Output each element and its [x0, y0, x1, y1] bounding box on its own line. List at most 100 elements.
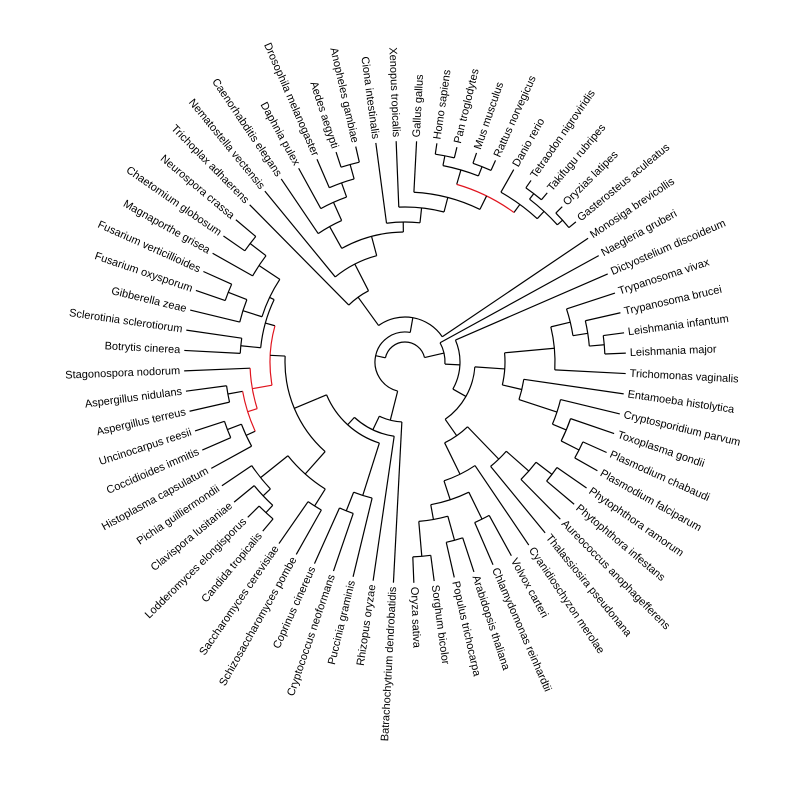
leaf-label-1: Rhizopus oryzae: [355, 584, 379, 667]
tree-branch-48: [224, 283, 233, 301]
tree-branch-95: [442, 155, 446, 166]
tree-branch-104: [540, 192, 548, 201]
tree-branch-80: [355, 146, 360, 163]
tree-branch-32: [189, 401, 230, 412]
tree-branch-1: [372, 436, 395, 581]
tree-branch-136: [566, 292, 616, 310]
tree-branch-133: [375, 355, 386, 359]
tree-branch-177: [474, 514, 490, 524]
tree-branch-200: [424, 352, 445, 359]
tree-branch-47: [203, 270, 232, 285]
tree-branch-159: [518, 398, 558, 413]
tree-branch-139: [604, 352, 626, 355]
tree-branch-19: [278, 501, 309, 544]
tree-branch-132: [374, 331, 411, 392]
tree-branch-118: [443, 197, 449, 213]
tree-branch-20: [295, 509, 322, 555]
tree-branch-151: [570, 418, 615, 435]
tree-branch-10: [233, 485, 255, 503]
tree-branch-137: [585, 312, 621, 322]
tree-branch-86: [332, 202, 343, 221]
tree-branch-168: [520, 478, 561, 520]
tree-branch-8: [362, 442, 380, 496]
tree-branch-38: [184, 367, 251, 372]
tree-branch-82: [349, 164, 355, 180]
tree-branch-37: [247, 408, 258, 413]
tree-branch-164: [556, 466, 587, 489]
leaf-label-32: Ciona intestinalis: [358, 56, 381, 141]
tree-branch-161: [502, 384, 522, 391]
tree-branch-44: [240, 345, 261, 349]
tree-branch-40: [252, 384, 273, 390]
tree-branch-57: [252, 255, 267, 277]
tree-branch-2: [352, 497, 373, 577]
tree-branch-184: [412, 556, 415, 583]
tree-branch-62: [265, 322, 276, 327]
tree-branch-114: [513, 204, 521, 213]
leaf-label-17: Botrytis cinerea: [104, 340, 181, 356]
tree-branch-183: [430, 555, 435, 582]
tree-branch-198: [444, 363, 460, 366]
tree-branch-167: [535, 461, 553, 475]
tree-branch-194: [444, 418, 458, 437]
tree-branch-31: [245, 430, 256, 436]
tree-branch-77: [298, 167, 322, 209]
tree-branch-128: [357, 296, 380, 326]
tree-branch-56: [249, 243, 267, 257]
tree-branch-90: [395, 141, 400, 208]
tree-branch-65: [284, 356, 326, 453]
tree-branch-106: [529, 193, 535, 200]
tree-branch-97: [490, 160, 497, 171]
tree-branch-18: [260, 455, 289, 479]
tree-branch-126: [354, 263, 370, 292]
tree-branch-22: [314, 488, 326, 507]
tree-branch-150: [560, 399, 620, 415]
tree-branch-49: [228, 291, 248, 301]
leaf-label-49: Leishmania infantum: [627, 313, 729, 338]
tree-branch-172: [490, 450, 507, 467]
tree-branch-73: [389, 390, 399, 421]
tree-branch-54: [235, 219, 257, 237]
tree-branch-16: [262, 488, 271, 497]
tree-branch-93: [453, 147, 458, 159]
tree-branch-165: [546, 480, 575, 505]
tree-branch-27: [194, 420, 225, 432]
tree-branch-79: [335, 151, 342, 168]
tree-branch-157: [552, 423, 567, 431]
tree-branch-42: [186, 329, 242, 339]
tree-branch-111: [529, 198, 558, 226]
tree-branch-64: [270, 354, 286, 357]
tree-branch-14: [265, 504, 274, 514]
tree-branch-127: [348, 290, 369, 306]
leaf-label-52: Entamoeba histolytica: [627, 389, 736, 417]
tree-branch-166: [546, 467, 558, 482]
tree-branch-29: [227, 423, 242, 431]
tree-branch-51: [242, 310, 263, 318]
tree-branch-156: [560, 418, 572, 442]
tree-branch-15: [253, 485, 274, 506]
tree-branch-154: [574, 441, 584, 459]
leaf-label-67: Oryza sativa: [408, 587, 422, 649]
tree-branch-33: [185, 385, 227, 392]
tree-branch-91: [413, 141, 418, 193]
tree-branch-187: [418, 515, 449, 523]
tree-branch-141: [589, 344, 605, 347]
tree-branch-124: [370, 236, 378, 256]
tree-branch-101: [456, 169, 462, 185]
tree-branch-6: [345, 492, 355, 512]
tree-branch-130: [378, 316, 443, 338]
tree-branch-152: [582, 441, 607, 454]
leaf-label-33: Xenopus tropicalis: [386, 47, 402, 138]
tree-branch-35: [227, 390, 243, 395]
tree-branch-4: [313, 507, 341, 564]
tree-branch-92: [434, 143, 438, 155]
tree-branch-26: [202, 437, 231, 451]
tree-branch-11: [247, 505, 260, 518]
tree-branch-100: [442, 165, 479, 177]
tree-branch-145: [550, 321, 571, 328]
tree-branch-75: [264, 190, 336, 278]
tree-branch-72: [379, 415, 402, 423]
tree-branch-66: [294, 398, 318, 409]
tree-branch-179: [462, 537, 475, 573]
